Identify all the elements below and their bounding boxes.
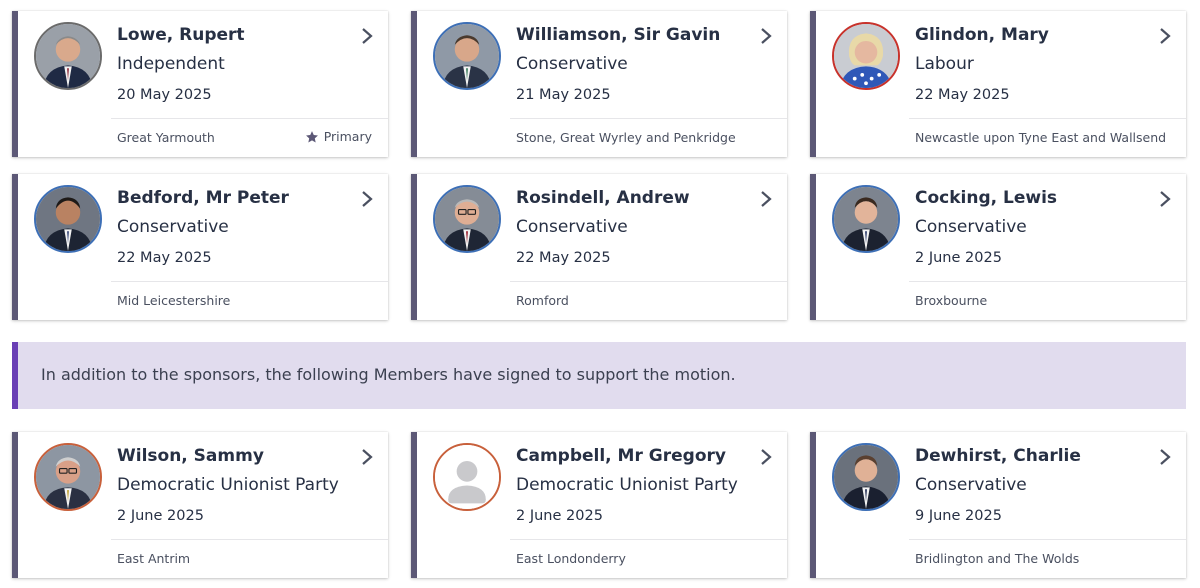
card-divider: [909, 118, 1186, 119]
member-photo: [832, 22, 900, 90]
member-party: Independent: [117, 54, 225, 74]
member-name: Rosindell, Andrew: [516, 188, 690, 208]
member-photo: [832, 185, 900, 253]
member-card-wilson[interactable]: Wilson, Sammy Democratic Unionist Party …: [12, 432, 388, 578]
chevron-right-icon[interactable]: [759, 448, 773, 466]
chevron-right-icon[interactable]: [1158, 27, 1172, 45]
signed-date: 2 June 2025: [915, 250, 1002, 266]
person-photo-icon: [435, 187, 499, 251]
member-name: Campbell, Mr Gregory: [516, 446, 726, 466]
person-photo-icon: [834, 445, 898, 509]
chevron-right-icon[interactable]: [759, 27, 773, 45]
primary-label: Primary: [323, 129, 372, 144]
member-photo: [832, 443, 900, 511]
card-divider: [111, 539, 388, 540]
member-constituency: Bridlington and The Wolds: [915, 551, 1080, 566]
supporters-notice: In addition to the sponsors, the followi…: [12, 342, 1186, 409]
star-icon: [305, 130, 318, 142]
member-name: Dewhirst, Charlie: [915, 446, 1081, 466]
member-card-dewhirst[interactable]: Dewhirst, Charlie Conservative 9 June 20…: [810, 432, 1186, 578]
member-name: Lowe, Rupert: [117, 25, 245, 45]
signed-date: 9 June 2025: [915, 508, 1002, 524]
member-constituency: Mid Leicestershire: [117, 293, 231, 308]
chevron-right-icon[interactable]: [1158, 190, 1172, 208]
member-name: Bedford, Mr Peter: [117, 188, 289, 208]
chevron-right-icon[interactable]: [360, 190, 374, 208]
member-name: Wilson, Sammy: [117, 446, 264, 466]
member-party: Conservative: [915, 217, 1027, 237]
member-constituency: Romford: [516, 293, 569, 308]
person-photo-icon: [36, 24, 100, 88]
member-photo: [34, 185, 102, 253]
person-photo-icon: [435, 24, 499, 88]
card-divider: [510, 539, 787, 540]
person-photo-icon: [36, 187, 100, 251]
member-name: Williamson, Sir Gavin: [516, 25, 721, 45]
card-divider: [510, 118, 787, 119]
signed-date: 22 May 2025: [117, 250, 212, 266]
member-party: Conservative: [915, 475, 1027, 495]
member-card-campbell[interactable]: Campbell, Mr Gregory Democratic Unionist…: [411, 432, 787, 578]
chevron-right-icon[interactable]: [360, 448, 374, 466]
member-constituency: Great Yarmouth: [117, 130, 215, 145]
chevron-right-icon[interactable]: [360, 27, 374, 45]
primary-badge: Primary: [305, 129, 372, 144]
member-party: Democratic Unionist Party: [516, 475, 738, 495]
member-card-rosindell[interactable]: Rosindell, Andrew Conservative 22 May 20…: [411, 174, 787, 320]
chevron-right-icon[interactable]: [1158, 448, 1172, 466]
member-party: Labour: [915, 54, 974, 74]
person-photo-icon: [834, 187, 898, 251]
signed-date: 2 June 2025: [117, 508, 204, 524]
card-divider: [510, 281, 787, 282]
member-party: Conservative: [117, 217, 229, 237]
placeholder-avatar-icon: [435, 445, 499, 509]
card-divider: [111, 281, 388, 282]
member-card-lowe[interactable]: Lowe, Rupert Independent 20 May 2025 Gre…: [12, 11, 388, 157]
member-constituency: East Londonderry: [516, 551, 626, 566]
member-photo: [34, 22, 102, 90]
member-card-glindon[interactable]: Glindon, Mary Labour 22 May 2025 Newcast…: [810, 11, 1186, 157]
member-photo: [433, 185, 501, 253]
signed-date: 22 May 2025: [516, 250, 611, 266]
notice-text: In addition to the sponsors, the followi…: [41, 365, 736, 384]
member-card-bedford[interactable]: Bedford, Mr Peter Conservative 22 May 20…: [12, 174, 388, 320]
chevron-right-icon[interactable]: [759, 190, 773, 208]
member-photo: [34, 443, 102, 511]
member-constituency: Broxbourne: [915, 293, 988, 308]
member-party: Democratic Unionist Party: [117, 475, 339, 495]
signed-date: 22 May 2025: [915, 87, 1010, 103]
signed-date: 2 June 2025: [516, 508, 603, 524]
member-photo: [433, 22, 501, 90]
card-divider: [909, 281, 1186, 282]
signed-date: 20 May 2025: [117, 87, 212, 103]
member-constituency: East Antrim: [117, 551, 191, 566]
signed-date: 21 May 2025: [516, 87, 611, 103]
member-name: Cocking, Lewis: [915, 188, 1058, 208]
member-party: Conservative: [516, 54, 628, 74]
member-party: Conservative: [516, 217, 628, 237]
card-divider: [111, 118, 388, 119]
member-name: Glindon, Mary: [915, 25, 1049, 45]
person-photo-icon: [834, 24, 898, 88]
member-photo: [433, 443, 501, 511]
member-card-cocking[interactable]: Cocking, Lewis Conservative 2 June 2025 …: [810, 174, 1186, 320]
card-divider: [909, 539, 1186, 540]
member-constituency: Newcastle upon Tyne East and Wallsend: [915, 130, 1167, 145]
member-constituency: Stone, Great Wyrley and Penkridge: [516, 130, 736, 145]
member-card-williamson[interactable]: Williamson, Sir Gavin Conservative 21 Ma…: [411, 11, 787, 157]
person-photo-icon: [36, 445, 100, 509]
